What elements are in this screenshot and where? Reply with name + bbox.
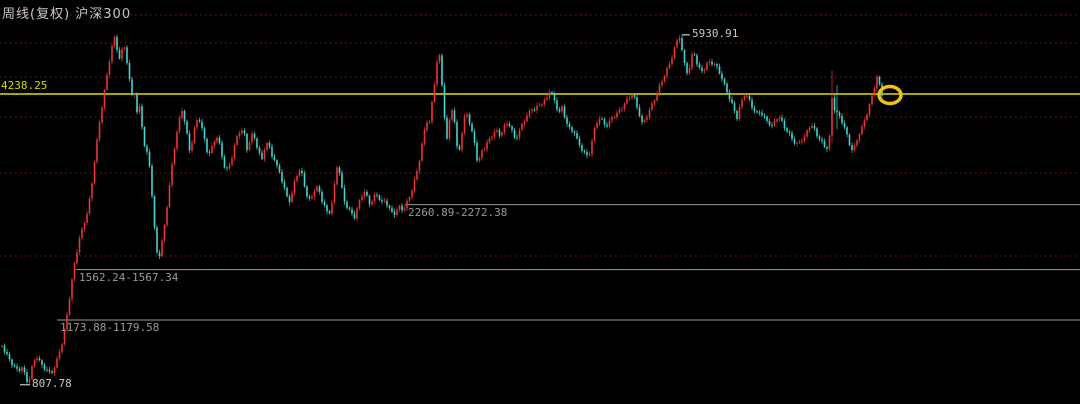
horizontal-price-line-label: 4238.25	[1, 79, 48, 92]
low-price-label: 807.78	[32, 376, 72, 390]
gridlines	[0, 14, 1080, 257]
candles	[1, 34, 883, 386]
chart-title: 周线(复权) 沪深300	[2, 7, 132, 22]
support-range-label: 1173.88-1179.58	[60, 320, 160, 334]
support-range-label: 2260.89-2272.38	[408, 205, 508, 219]
annotation-ticks	[20, 34, 690, 386]
support-range-label: 1562.24-1567.34	[79, 270, 179, 284]
highlight-circle	[877, 84, 903, 106]
support-lines	[57, 204, 1080, 321]
peak-price-label: 5930.91	[692, 27, 739, 41]
